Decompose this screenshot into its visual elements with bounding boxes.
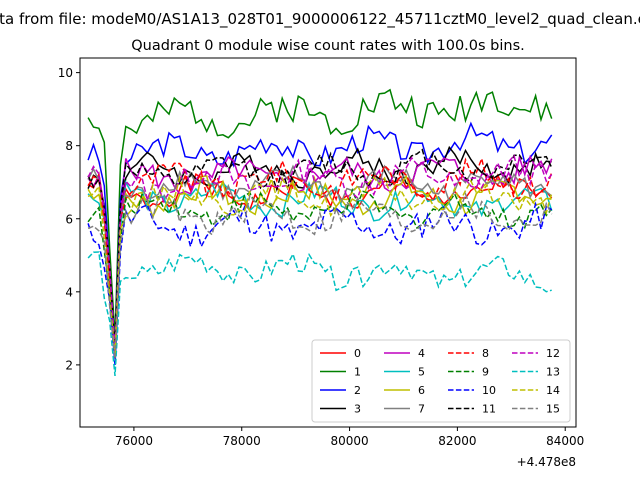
legend-label: 2 xyxy=(354,384,361,397)
y-tick-label: 4 xyxy=(65,285,73,299)
y-axis: 2 4 6 8 10 xyxy=(58,66,80,372)
legend-label: 1 xyxy=(354,366,361,379)
series-line-1 xyxy=(87,88,553,338)
legend-label: 12 xyxy=(546,347,560,360)
series-line-15 xyxy=(87,191,553,359)
series-line-6 xyxy=(87,174,552,356)
series-line-11 xyxy=(87,148,553,348)
x-tick-label: 76000 xyxy=(115,434,153,448)
series-line-10 xyxy=(87,201,553,366)
legend-label: 9 xyxy=(482,366,489,379)
legend-box xyxy=(311,339,571,423)
legend-label: 5 xyxy=(418,366,425,379)
series-line-3 xyxy=(87,145,552,351)
legend-label: 14 xyxy=(546,384,560,397)
series-line-14 xyxy=(87,175,553,358)
legend-label: 11 xyxy=(482,403,496,416)
series-line-7 xyxy=(87,164,553,350)
x-tick-label: 78000 xyxy=(223,434,261,448)
chart-title: Quadrant 0 module wise count rates with … xyxy=(131,38,525,54)
y-tick-label: 10 xyxy=(58,66,73,80)
series-layer xyxy=(87,88,553,376)
series-line-2 xyxy=(87,121,553,349)
legend-label: 10 xyxy=(482,384,496,397)
y-tick-label: 2 xyxy=(65,358,73,372)
legend-label: 6 xyxy=(418,384,425,397)
x-tick-label: 84000 xyxy=(546,434,584,448)
plot-frame xyxy=(79,57,577,428)
y-tick-label: 6 xyxy=(65,212,73,226)
x-tick-label: 80000 xyxy=(330,434,368,448)
legend-label: 7 xyxy=(418,403,425,416)
x-tick-label: 82000 xyxy=(438,434,476,448)
series-line-13 xyxy=(87,251,552,376)
series-line-12 xyxy=(87,154,553,352)
x-axis: 76000 78000 80000 82000 84000 xyxy=(115,427,584,448)
series-line-5 xyxy=(87,179,553,359)
legend-label: 3 xyxy=(354,403,361,416)
legend-label: 15 xyxy=(546,403,560,416)
y-tick-label: 8 xyxy=(65,139,73,153)
legend-label: 13 xyxy=(546,366,560,379)
legend-label: 0 xyxy=(354,347,361,360)
legend-label: 4 xyxy=(418,347,425,360)
figure-suptitle: Data from file: modeM0/AS1A13_028T01_900… xyxy=(0,10,640,29)
x-axis-offset-label: +4.478e8 xyxy=(517,455,576,469)
series-line-8 xyxy=(87,156,553,356)
series-line-9 xyxy=(87,187,553,358)
legend-label: 8 xyxy=(482,347,489,360)
